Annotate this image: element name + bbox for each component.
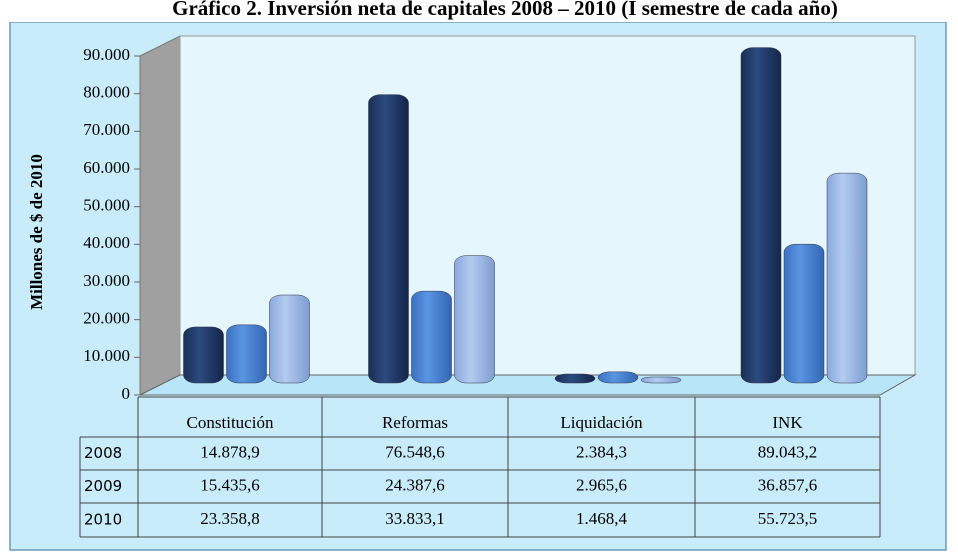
y-tick-label: 50.000 [83,196,130,215]
table-cell: 23.358,8 [200,509,260,528]
title-band [0,0,958,22]
x-tick-label: Liquidación [560,413,643,432]
x-tick-label: Reformas [382,413,448,432]
legend-label: 2008 [84,444,122,462]
table-cell: 15.435,6 [200,475,260,494]
legend-label: 2009 [84,477,122,495]
table-cell: 24.387,6 [385,475,445,494]
bar [269,294,310,384]
bar [411,290,452,384]
bar [183,326,224,384]
y-tick-label: 0 [122,384,131,403]
floor [139,374,917,396]
bar [226,324,267,384]
table-cell: 36.857,6 [758,475,818,494]
table-cell: 2.384,3 [576,442,627,461]
bar [826,172,868,384]
y-tick-label: 10.000 [83,346,130,365]
bar [783,243,825,384]
y-tick-label: 30.000 [83,271,130,290]
y-tick-label: 90.000 [83,45,130,64]
y-tick-label: 40.000 [83,233,130,252]
chart-title: Gráfico 2. Inversión neta de capitales 2… [172,0,838,20]
legend-label: 2010 [84,511,122,529]
x-tick-label: Constitución [187,413,274,432]
y-tick-label: 60.000 [83,158,130,177]
bar [368,94,409,384]
table-cell: 76.548,6 [385,442,445,461]
bar [740,47,782,384]
y-tick-label: 80.000 [83,83,130,102]
bar [597,371,639,384]
table-cell: 1.468,4 [576,509,628,528]
table-cell: 89.043,2 [758,442,818,461]
y-tick-label: 70.000 [83,120,130,139]
table-cell: 55.723,5 [758,509,818,528]
table-cell: 14.878,9 [200,442,260,461]
y-tick-label: 20.000 [83,309,130,328]
table-cell: 2.965,6 [576,475,627,494]
bar [640,376,682,384]
side-wall [139,35,181,396]
x-tick-label: INK [772,413,803,432]
y-axis-label: Millones de $ de 2010 [27,154,46,310]
bar [554,373,596,384]
table-cell: 33.833,1 [385,509,445,528]
bar [454,255,495,384]
